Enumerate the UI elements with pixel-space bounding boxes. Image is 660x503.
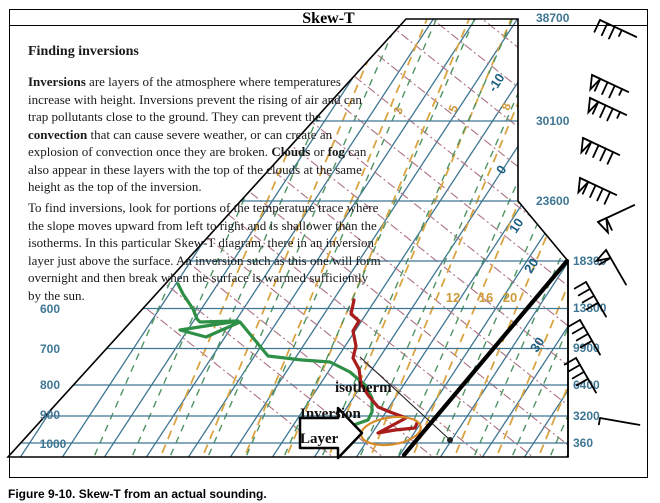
svg-text:1000: 1000 — [40, 437, 67, 451]
svg-text:360: 360 — [573, 436, 593, 450]
svg-text:isotherm: isotherm — [335, 380, 392, 396]
svg-text:3200: 3200 — [573, 409, 600, 423]
svg-text:900: 900 — [40, 408, 60, 422]
svg-text:800: 800 — [40, 378, 60, 392]
svg-text:600: 600 — [40, 302, 60, 316]
svg-text:30: 30 — [527, 334, 547, 354]
svg-text:Inversion: Inversion — [300, 406, 362, 422]
svg-text:Layer: Layer — [300, 431, 339, 447]
svg-text:700: 700 — [40, 342, 60, 356]
